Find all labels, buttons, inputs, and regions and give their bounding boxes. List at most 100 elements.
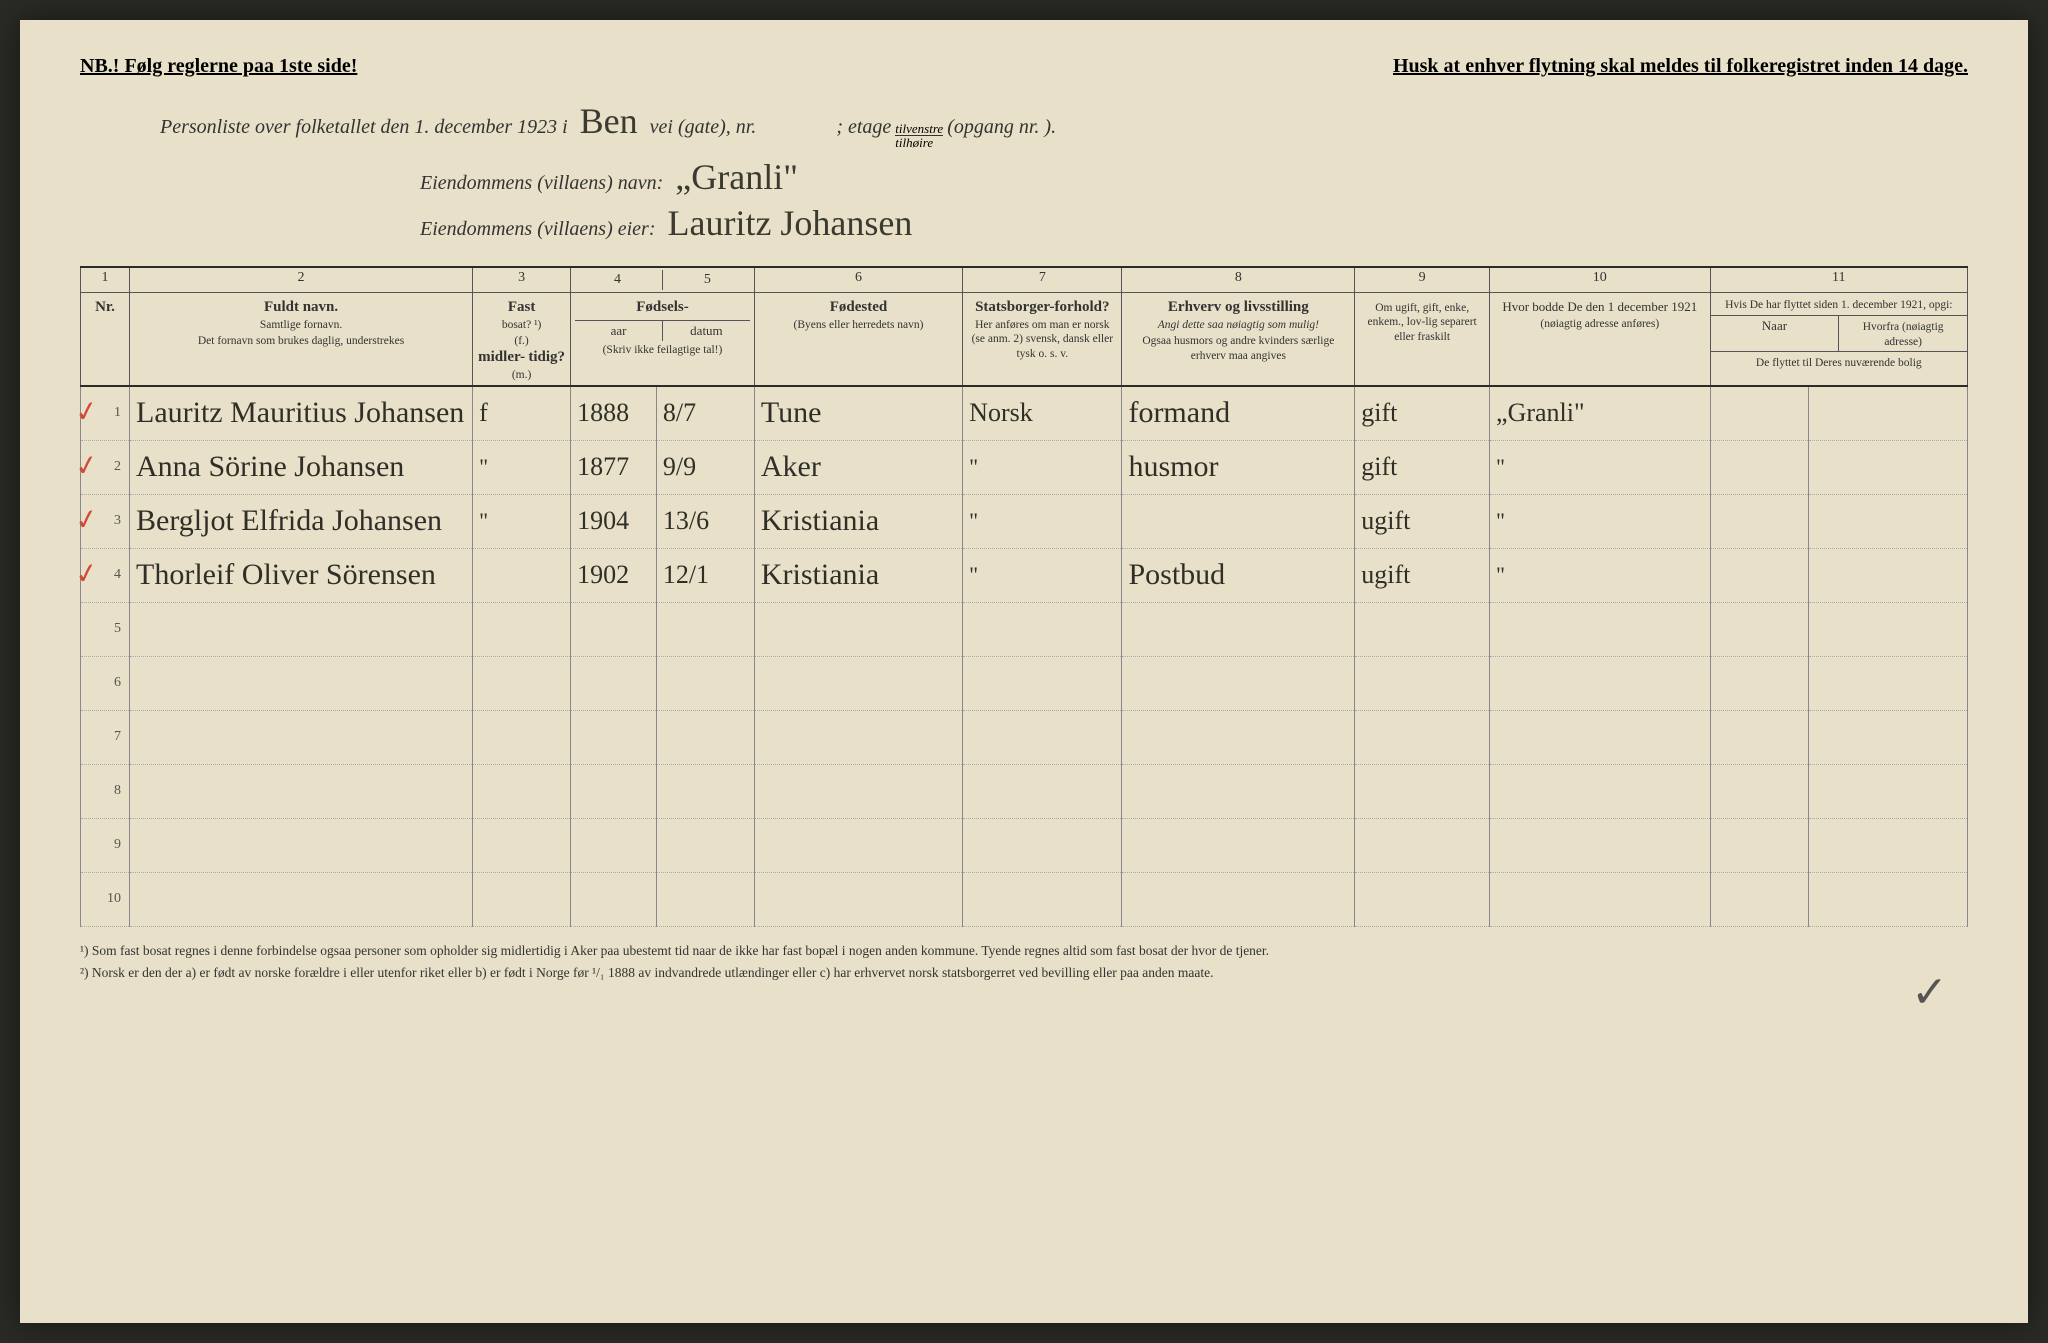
cell-bosat: " (473, 494, 571, 548)
cell-bosat (473, 710, 571, 764)
cell-bodde: " (1490, 548, 1711, 602)
cell-stats (963, 764, 1122, 818)
column-number-row: 1 2 3 4 5 6 7 8 9 10 11 (81, 268, 1968, 293)
th-flyttet: Hvis De har flyttet siden 1. december 19… (1710, 293, 1967, 387)
cell-name: Thorleif Oliver Sörensen (130, 548, 473, 602)
cell-erhverv (1122, 872, 1355, 926)
cell-naar (1710, 818, 1808, 872)
cell-bodde (1490, 818, 1711, 872)
cell-erhverv: Postbud (1122, 548, 1355, 602)
cell-aar (571, 872, 657, 926)
footnote-2: ²) Norsk er den der a) er født av norske… (80, 963, 1968, 983)
cell-bosat (473, 656, 571, 710)
cell-bosat (473, 872, 571, 926)
cell-bodde: " (1490, 494, 1711, 548)
th-nr: Nr. (81, 293, 130, 387)
cell-name: Lauritz Mauritius Johansen (130, 386, 473, 440)
cell-nr: 9 (81, 818, 130, 872)
cell-sivil: gift (1355, 440, 1490, 494)
red-tick-mark: ✓ (72, 447, 101, 485)
red-tick-mark: ✓ (72, 501, 101, 539)
cell-aar: 1902 (571, 548, 657, 602)
cell-name: Anna Sörine Johansen (130, 440, 473, 494)
frac-top: tilvenstre (895, 122, 943, 136)
cell-nr: 10 (81, 872, 130, 926)
cell-naar (1710, 548, 1808, 602)
cell-hvorfra (1808, 440, 1967, 494)
cell-nr: ✓2 (81, 440, 130, 494)
cell-datum: 8/7 (656, 386, 754, 440)
th-bodde: Hvor bodde De den 1 december 1921 (nøiag… (1490, 293, 1711, 387)
cell-bosat (473, 602, 571, 656)
h2-villa-name-hand: „Granli" (663, 159, 810, 195)
cell-hvorfra (1808, 764, 1967, 818)
cell-name (130, 764, 473, 818)
top-notice-bar: NB.! Følg reglerne paa 1ste side! Husk a… (80, 55, 1968, 78)
cell-datum (656, 818, 754, 872)
table-head: 1 2 3 4 5 6 7 8 9 10 11 (81, 268, 1968, 386)
frac-bot: tilhøire (895, 136, 943, 149)
cell-stats: " (963, 440, 1122, 494)
cell-fodested (754, 710, 962, 764)
h1-mid1: vei (gate), nr. (650, 116, 757, 139)
red-tick-mark: ✓ (72, 393, 101, 431)
th-fodested: Fødested (Byens eller herredets navn) (754, 293, 962, 387)
cell-erhverv: husmor (1122, 440, 1355, 494)
cell-bodde (1490, 710, 1711, 764)
cell-name: Bergljot Elfrida Johansen (130, 494, 473, 548)
census-table: 1 2 3 4 5 6 7 8 9 10 11 (80, 268, 1968, 927)
cell-erhverv: formand (1122, 386, 1355, 440)
header-block: Personliste over folketallet den 1. dece… (80, 103, 1968, 266)
cell-sivil (1355, 602, 1490, 656)
cell-stats (963, 818, 1122, 872)
th-bosat: Fast bosat? ¹) (f.) midler- tidig? (m.) (473, 293, 571, 387)
cell-hvorfra (1808, 548, 1967, 602)
cell-fodested (754, 872, 962, 926)
th-stats: Statsborger-forhold? Her anføres om man … (963, 293, 1122, 387)
cell-name (130, 872, 473, 926)
cell-hvorfra (1808, 494, 1967, 548)
cell-erhverv (1122, 494, 1355, 548)
cell-nr: 8 (81, 764, 130, 818)
cell-sivil: gift (1355, 386, 1490, 440)
coln-1: 1 (81, 268, 130, 293)
cell-hvorfra (1808, 656, 1967, 710)
coln-9: 9 (1355, 268, 1490, 293)
cell-sivil (1355, 872, 1490, 926)
header-line-1: Personliste over folketallet den 1. dece… (160, 103, 1928, 149)
coln-6: 6 (754, 268, 962, 293)
h1-street-hand: Ben (568, 103, 650, 139)
th-fodsels: Fødsels- aar datum (Skriv ikke feilagtig… (571, 293, 755, 387)
cell-bodde (1490, 764, 1711, 818)
cell-sivil (1355, 710, 1490, 764)
cell-stats: " (963, 494, 1122, 548)
cell-fodested (754, 602, 962, 656)
cell-hvorfra (1808, 386, 1967, 440)
cell-name (130, 656, 473, 710)
cell-datum: 13/6 (656, 494, 754, 548)
cell-sivil (1355, 764, 1490, 818)
cell-stats: Norsk (963, 386, 1122, 440)
h3-owner-hand: Lauritz Johansen (655, 205, 924, 241)
cell-stats (963, 602, 1122, 656)
cell-naar (1710, 494, 1808, 548)
stray-checkmark: ✓ (1911, 967, 1948, 1018)
cell-name (130, 710, 473, 764)
cell-hvorfra (1808, 710, 1967, 764)
cell-bodde (1490, 656, 1711, 710)
cell-nr: ✓4 (81, 548, 130, 602)
cell-naar (1710, 710, 1808, 764)
cell-name (130, 602, 473, 656)
h1-pre: Personliste over folketallet den 1. dece… (160, 116, 568, 139)
header-line-2: Eiendommens (villaens) navn: „Granli" (160, 159, 1928, 195)
cell-stats (963, 710, 1122, 764)
table-row: 5 (81, 602, 1968, 656)
cell-stats (963, 872, 1122, 926)
table-row: 8 (81, 764, 1968, 818)
cell-stats (963, 656, 1122, 710)
header-line-3: Eiendommens (villaens) eier: Lauritz Joh… (160, 205, 1928, 241)
cell-naar (1710, 872, 1808, 926)
cell-erhverv (1122, 710, 1355, 764)
footnotes: ¹) Som fast bosat regnes i denne forbind… (80, 941, 1968, 984)
cell-sivil: ugift (1355, 494, 1490, 548)
